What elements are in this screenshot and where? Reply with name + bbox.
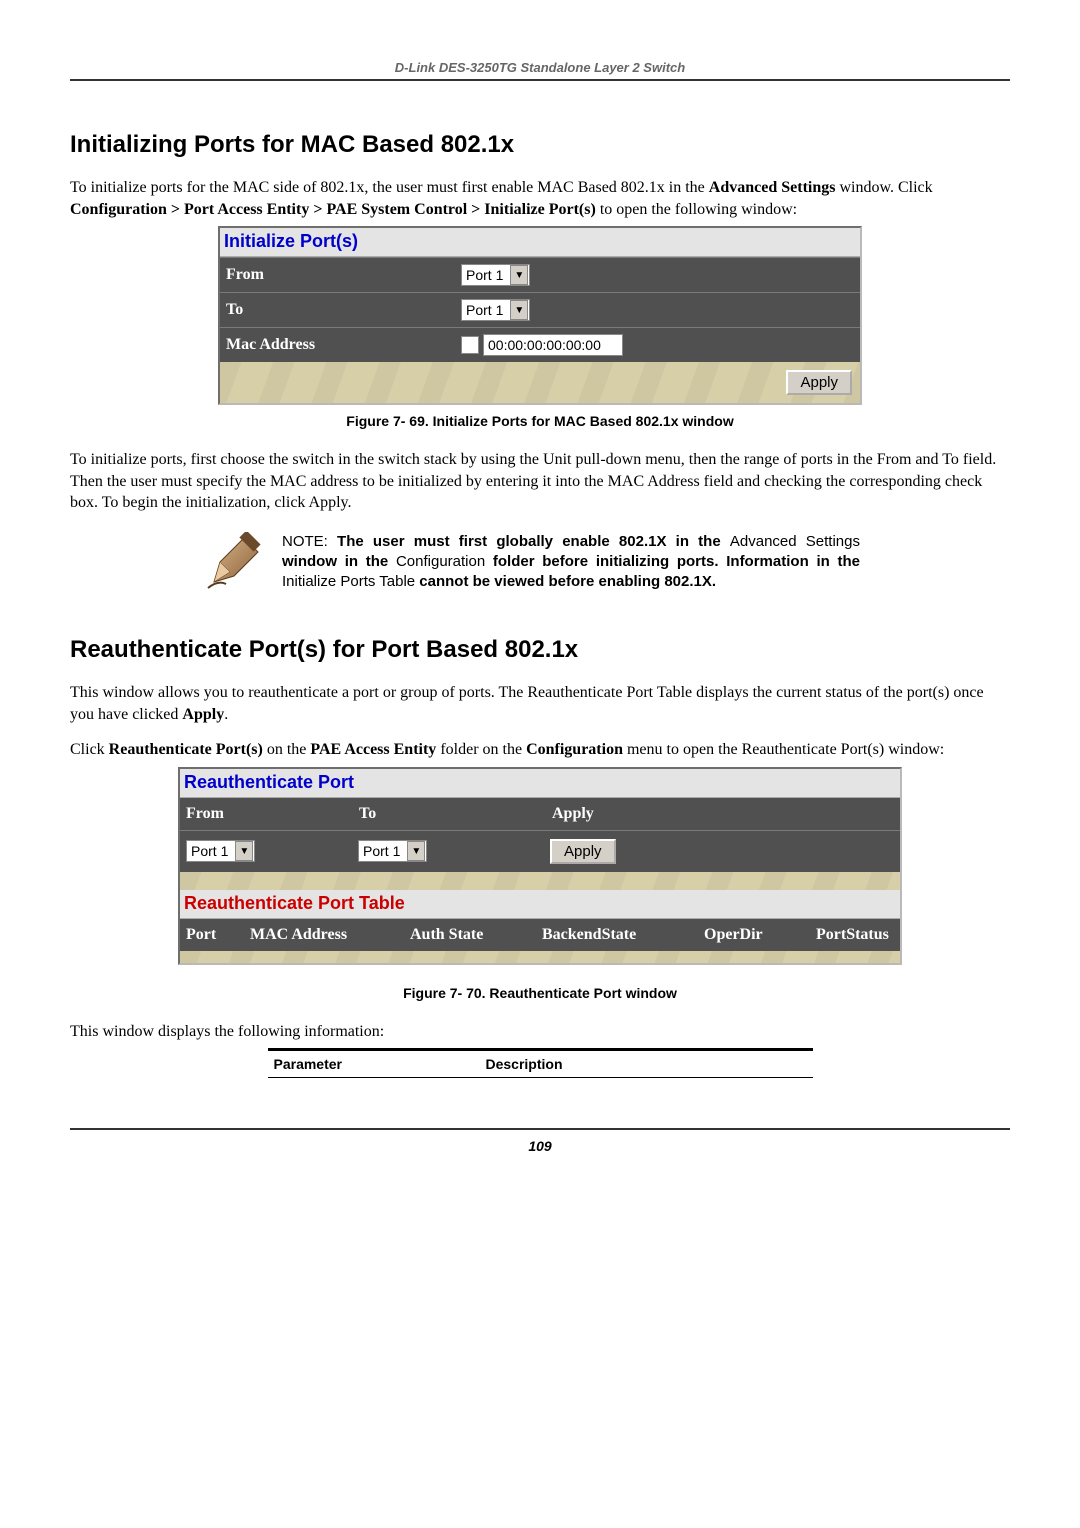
reauth-to-select[interactable]: Port 1 ▼ <box>358 840 427 862</box>
col-back: BackendState <box>536 919 698 951</box>
apply-button[interactable]: Apply <box>786 370 852 395</box>
apply-header: Apply <box>546 798 900 830</box>
select-text: Port 1 <box>462 267 509 283</box>
section1-para2: To initialize ports, first choose the sw… <box>70 449 1010 514</box>
page-number: 109 <box>70 1128 1010 1154</box>
initialize-ports-panel: Initialize Port(s) From Port 1 ▼ To Port… <box>218 226 862 405</box>
panel-title: Reauthenticate Port <box>180 769 900 798</box>
from-label: From <box>220 260 457 290</box>
param-header-row: Parameter Description <box>268 1050 813 1077</box>
to-port-select[interactable]: Port 1 ▼ <box>461 299 530 321</box>
note-text: NOTE: The user must first globally enabl… <box>282 532 860 596</box>
bold: folder before initializing ports. Inform… <box>493 553 860 570</box>
reauth-header-row: From To Apply <box>180 798 900 830</box>
bold: The user must first globally enable 802.… <box>337 533 730 550</box>
col-port: Port <box>180 919 244 951</box>
mac-label: Mac Address <box>220 330 457 360</box>
chevron-down-icon[interactable]: ▼ <box>407 841 425 861</box>
section1-para1: To initialize ports for the MAC side of … <box>70 177 1010 220</box>
bold: cannot be viewed before enabling 802.1X. <box>419 573 716 590</box>
text: window. Click <box>835 179 932 196</box>
parameter-table: Parameter Description <box>268 1048 813 1078</box>
bold: Apply <box>182 706 224 723</box>
chevron-down-icon[interactable]: ▼ <box>235 841 253 861</box>
text: NOTE: <box>282 533 337 550</box>
text: on the <box>263 741 311 758</box>
reauthenticate-panel: Reauthenticate Port From To Apply Port 1… <box>178 767 902 965</box>
to-header: To <box>353 798 546 830</box>
section2-title: Reauthenticate Port(s) for Port Based 80… <box>70 636 1010 664</box>
reauth-body-row: Port 1 ▼ Port 1 ▼ Apply <box>180 830 900 872</box>
text: folder on the <box>436 741 526 758</box>
section2-para1: This window allows you to reauthenticate… <box>70 682 1010 725</box>
figure-caption-2: Figure 7- 70. Reauthenticate Port window <box>70 985 1010 1001</box>
bottom-band <box>180 951 900 963</box>
select-text: Port 1 <box>187 843 234 859</box>
text: Advanced Settings <box>730 533 860 550</box>
from-port-select[interactable]: Port 1 ▼ <box>461 264 530 286</box>
col-auth: Auth State <box>404 919 536 951</box>
select-text: Port 1 <box>359 843 406 859</box>
section1-title: Initializing Ports for MAC Based 802.1x <box>70 131 1010 159</box>
to-row: To Port 1 ▼ <box>220 292 860 327</box>
doc-header: D-Link DES-3250TG Standalone Layer 2 Swi… <box>70 60 1010 81</box>
col-mac: MAC Address <box>244 919 404 951</box>
divider-band <box>180 872 900 890</box>
display-info-text: This window displays the following infor… <box>70 1021 1010 1043</box>
reauth-apply-button[interactable]: Apply <box>550 839 616 864</box>
apply-row: Apply <box>220 362 860 403</box>
desc-header: Description <box>480 1051 813 1077</box>
chevron-down-icon[interactable]: ▼ <box>510 265 528 285</box>
from-row: From Port 1 ▼ <box>220 257 860 292</box>
reauth-table-header: Port MAC Address Auth State BackendState… <box>180 919 900 951</box>
mac-row: Mac Address 00:00:00:00:00:00 <box>220 327 860 362</box>
bold: PAE Access Entity <box>310 741 436 758</box>
bold: Configuration > Port Access Entity > PAE… <box>70 201 596 218</box>
to-label: To <box>220 295 457 325</box>
from-header: From <box>180 798 353 830</box>
figure-caption-1: Figure 7- 69. Initialize Ports for MAC B… <box>70 413 1010 429</box>
text: Configuration <box>396 553 493 570</box>
text: To initialize ports for the MAC side of … <box>70 179 709 196</box>
section2-para2: Click Reauthenticate Port(s) on the PAE … <box>70 739 1010 761</box>
select-text: Port 1 <box>462 302 509 318</box>
bold: Configuration <box>526 741 623 758</box>
panel-title: Initialize Port(s) <box>220 228 860 257</box>
pencil-note-icon <box>200 532 264 596</box>
text: Initialize Ports Table <box>282 573 419 590</box>
param-header: Parameter <box>268 1051 480 1077</box>
reauth-table-title: Reauthenticate Port Table <box>180 890 900 919</box>
bold: window in the <box>282 553 396 570</box>
text: menu to open the Reauthenticate Port(s) … <box>623 741 944 758</box>
bold: Advanced Settings <box>709 179 836 196</box>
mac-checkbox[interactable] <box>461 336 479 354</box>
reauth-from-select[interactable]: Port 1 ▼ <box>186 840 255 862</box>
col-oper: OperDir <box>698 919 810 951</box>
text: . <box>224 706 228 723</box>
col-stat: PortStatus <box>810 919 900 951</box>
chevron-down-icon[interactable]: ▼ <box>510 300 528 320</box>
mac-address-input[interactable]: 00:00:00:00:00:00 <box>483 334 623 356</box>
text: to open the following window: <box>596 201 797 218</box>
bold: Reauthenticate Port(s) <box>109 741 263 758</box>
text: Click <box>70 741 109 758</box>
note-block: NOTE: The user must first globally enabl… <box>200 532 860 596</box>
